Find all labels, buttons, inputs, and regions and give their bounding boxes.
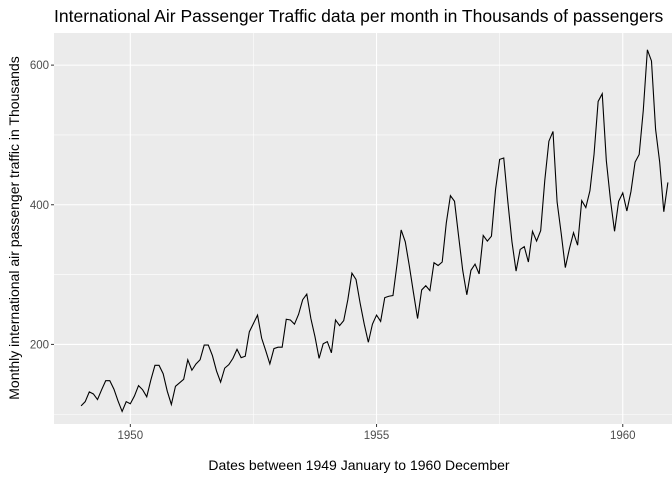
x-tick-label: 1950 (118, 430, 144, 442)
minor-gridlines (54, 33, 672, 424)
x-tick-label: 1960 (610, 430, 636, 442)
x-axis-title: Dates between 1949 January to 1960 Decem… (208, 457, 510, 473)
y-tick-label: 400 (30, 200, 49, 212)
y-tick-label: 600 (30, 60, 49, 72)
major-gridlines (54, 33, 672, 424)
x-tick-label: 1955 (364, 430, 390, 442)
plot-panel (54, 33, 672, 424)
y-axis-title: Monthly international air passenger traf… (6, 56, 22, 399)
y-tick-label: 200 (30, 339, 49, 351)
chart-title: International Air Passenger Traffic data… (54, 6, 664, 26)
x-axis: 1950 1955 1960 (118, 424, 636, 442)
passenger-series-line (80, 49, 669, 413)
y-axis: 200 400 600 (30, 60, 54, 351)
